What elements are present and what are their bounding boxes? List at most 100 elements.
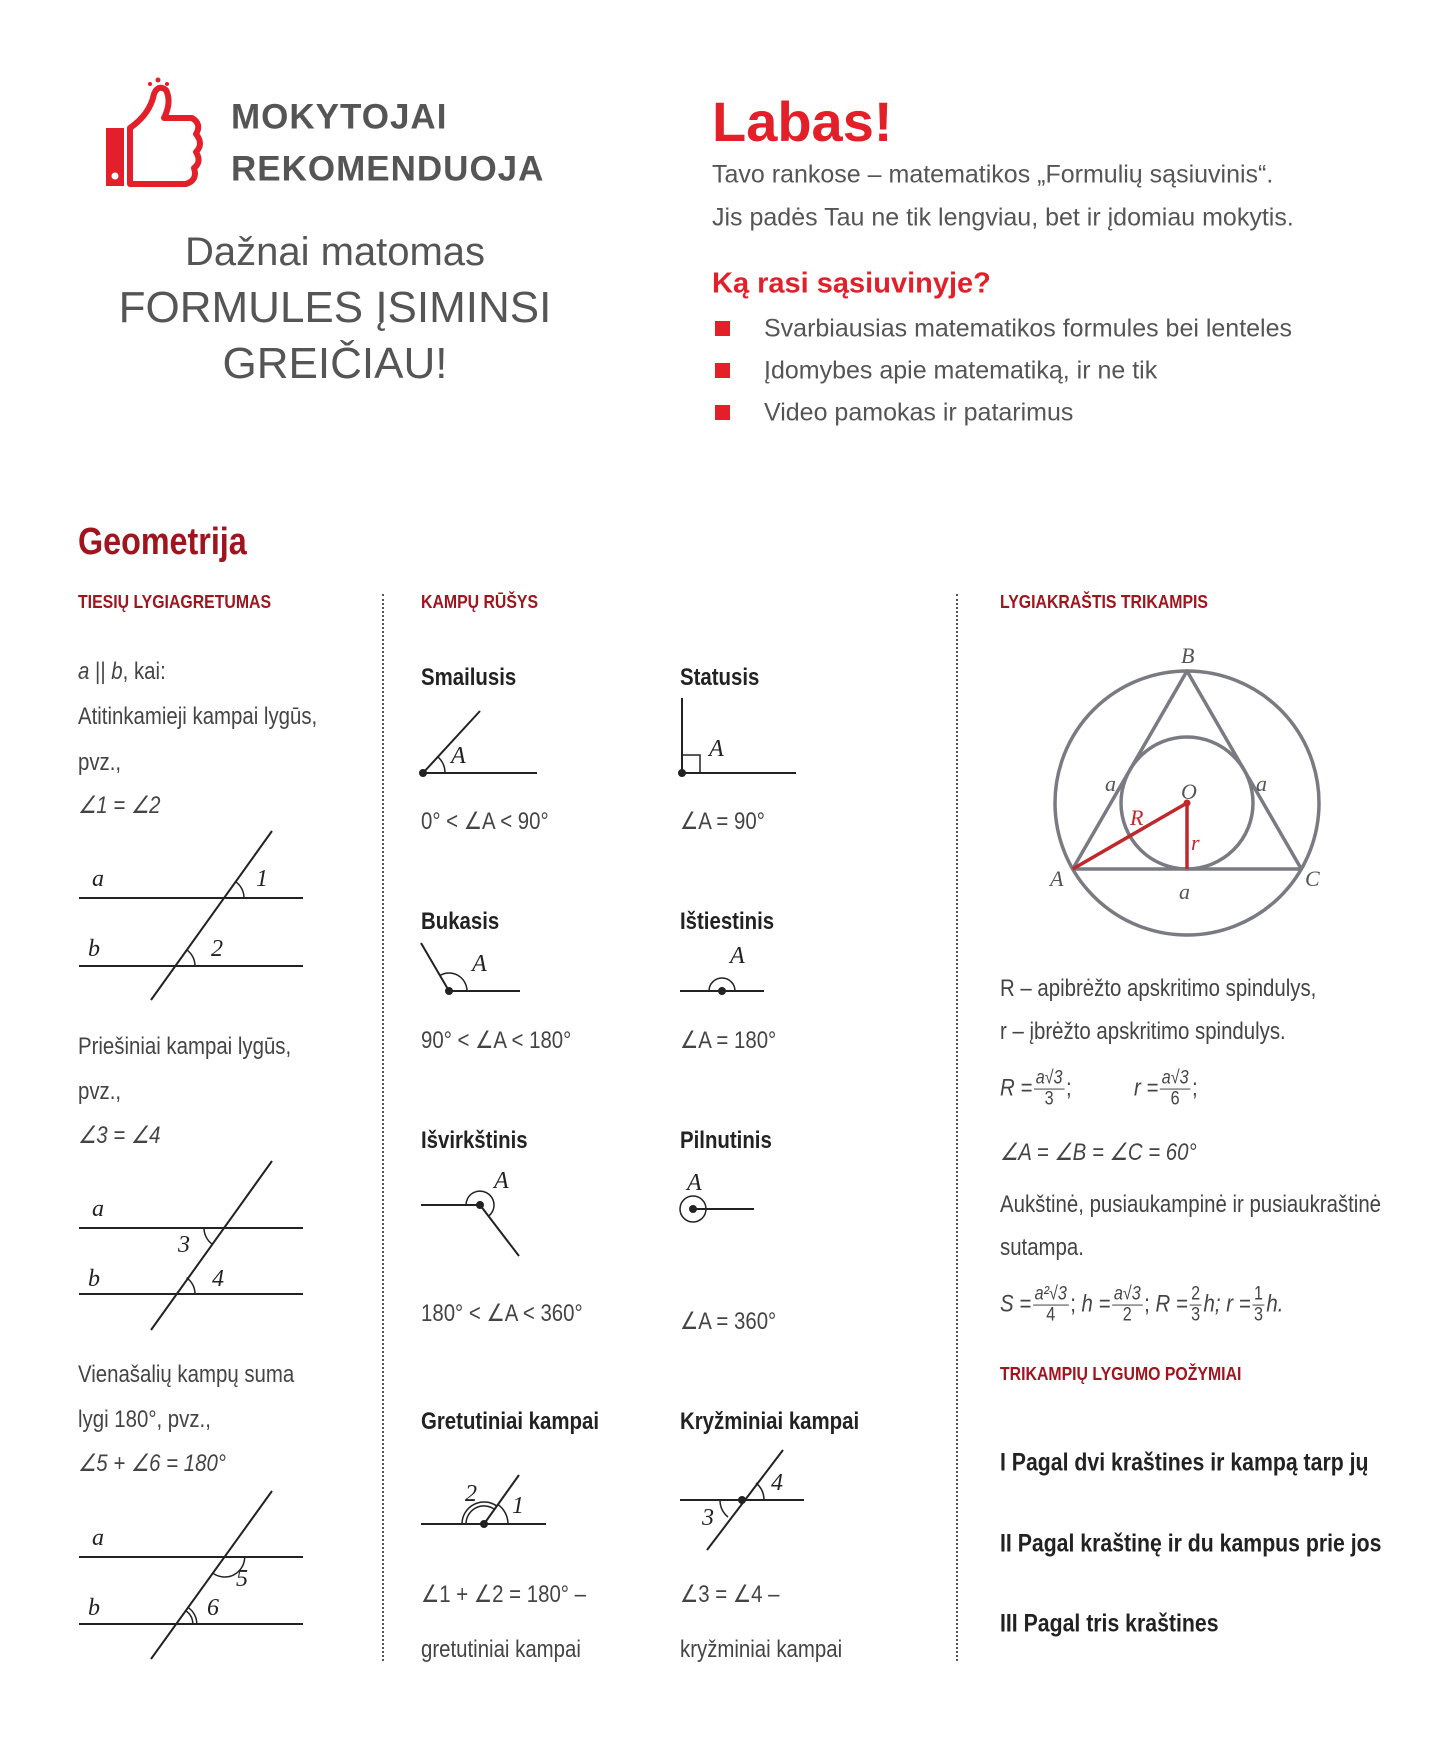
parallel-condition: a || b, kai:: [78, 658, 166, 685]
logo-line2: REKOMENDUOJA: [231, 149, 545, 189]
side-label: a: [1105, 771, 1116, 796]
side-label: a: [1179, 879, 1190, 904]
angle-types-heading: KAMPŲ RŪŠYS: [421, 592, 539, 612]
vertical-formula: ∠3 = ∠4 –: [680, 1581, 780, 1608]
vertex-label: A: [449, 743, 466, 769]
angle-name: Išvirkštinis: [421, 1127, 528, 1154]
adjacent-angles-diagram: [421, 1474, 546, 1528]
angle-name: Bukasis: [421, 908, 500, 935]
angle-formula: ∠A = 90°: [680, 808, 765, 835]
column-divider: [382, 594, 384, 1661]
thumbs-up-icon: [106, 77, 203, 187]
angle-label: 5: [236, 1566, 248, 1592]
vertex-label: A: [707, 736, 724, 762]
full-angle-diagram: [679, 1195, 754, 1223]
angle-label: 1: [512, 1493, 524, 1519]
intro-line2: Jis padės Tau ne tik lengviau, bet ir įd…: [712, 203, 1294, 232]
inradius-label: r: [1191, 830, 1200, 855]
angle-label: 4: [212, 1266, 224, 1292]
line-label-a: a: [92, 866, 104, 892]
column-divider: [956, 594, 958, 1661]
angle-label: 2: [211, 936, 223, 962]
vertex-label-c: C: [1305, 866, 1320, 891]
equilateral-heading: LYGIAKRAŠTIS TRIKAMPIS: [1000, 592, 1208, 612]
slogan-line2: FORMULES ĮSIMINSI: [118, 283, 552, 332]
center-label: O: [1181, 779, 1197, 804]
angle-formula: 0° < ∠A < 90°: [421, 808, 549, 835]
line-label-a: a: [92, 1525, 104, 1551]
note-coincide: Aukštinė, pusiaukampinė ir pusiaukraštin…: [1000, 1191, 1382, 1218]
parallel-heading: TIESIŲ LYGIAGRETUMAS: [78, 592, 272, 612]
angle-name: Statusis: [680, 664, 760, 691]
slogan-line3: GREIČIAU!: [222, 339, 448, 388]
criterion-sss: III Pagal tris kraštines: [1000, 1609, 1219, 1638]
side-label: a: [1256, 771, 1267, 796]
rule-cointerior: Vienašalių kampų suma: [78, 1361, 295, 1388]
line-label-b: b: [88, 936, 100, 962]
vertex-label: A: [685, 1170, 702, 1196]
angle-label: 1: [256, 866, 268, 892]
intro-line1: Tavo rankose – matematikos „Formulių sąs…: [712, 160, 1274, 189]
congruence-heading: TRIKAMPIŲ LYGUMO POŽYMIAI: [1000, 1364, 1242, 1384]
bullet-square-icon: [715, 405, 730, 420]
bullet-item: Svarbiausias matematikos formules bei le…: [764, 314, 1293, 343]
vertex-label-a: A: [1048, 866, 1064, 891]
angle-formula: 180° < ∠A < 360°: [421, 1300, 583, 1327]
equilateral-diagram: B A C a a a O R r: [1048, 643, 1321, 937]
angle-label: 6: [207, 1595, 219, 1621]
angle-formula: ∠A = 360°: [680, 1308, 777, 1335]
vertex-label: A: [492, 1168, 509, 1194]
bullet-item: Įdomybes apie matematiką, ir ne tik: [764, 356, 1158, 385]
bullet-square-icon: [715, 363, 730, 378]
parallel-diagram-alternate: [79, 1160, 303, 1331]
vertex-label-b: B: [1181, 643, 1194, 668]
vertex-label: A: [470, 951, 487, 977]
vertical-angles-diagram: [680, 1449, 804, 1551]
parallel-diagram-corresponding: [79, 830, 303, 1001]
note-coincide-b: sutampa.: [1000, 1234, 1084, 1261]
vertical-note: kryžminiai kampai: [680, 1636, 843, 1663]
logo-line1: MOKYTOJAI: [231, 97, 448, 137]
section-title: Geometrija: [78, 521, 247, 563]
angle-label: 3: [177, 1232, 190, 1258]
angle-label: 3: [701, 1505, 714, 1531]
line-label-a: a: [92, 1196, 104, 1222]
rule-alternate: Priešiniai kampai lygūs,: [78, 1033, 292, 1060]
greeting: Labas!: [712, 90, 893, 153]
criterion-asa: II Pagal kraštinę ir du kampus prie jos: [1000, 1529, 1382, 1558]
bullet-square-icon: [715, 321, 730, 336]
vertex-label: A: [728, 943, 745, 969]
angle-label: 2: [465, 1481, 477, 1507]
angle-label: 4: [771, 1470, 783, 1496]
angle-formula: ∠A = 180°: [680, 1027, 777, 1054]
vertical-name: Kryžminiai kampai: [680, 1408, 860, 1435]
formula-radii: R = a√3 3; r = a√3 6;: [1000, 1067, 1198, 1110]
formula-alternate: ∠3 = ∠4: [78, 1122, 161, 1149]
rule-corresponding: Atitinkamieji kampai lygūs,: [78, 703, 318, 730]
formula-area-height: S = a²√3 4; h = a√3 2; R = 2 3 h; r = 1 3 h.: [1000, 1283, 1284, 1326]
formula-cointerior: ∠5 + ∠6 = 180°: [78, 1450, 226, 1477]
parallel-diagram-cointerior: [79, 1490, 303, 1660]
question-heading: Ką rasi sąsiuvinyje?: [712, 267, 991, 300]
acute-angle-diagram: [419, 710, 537, 777]
adjacent-note: gretutiniai kampai: [421, 1636, 581, 1663]
circumradius-label: R: [1129, 805, 1144, 830]
def-inradius: r – įbrėžto apskritimo spindulys.: [1000, 1018, 1286, 1045]
straight-angle-diagram: [680, 977, 764, 995]
bullet-item: Video pamokas ir patarimus: [764, 398, 1074, 427]
def-circumradius: R – apibrėžto apskritimo spindulys,: [1000, 975, 1317, 1002]
criterion-sas: I Pagal dvi kraštines ir kampą tarp jų: [1000, 1448, 1369, 1477]
formula-angles: ∠A = ∠B = ∠C = 60°: [1000, 1139, 1197, 1166]
example-label: pvz.,: [78, 1078, 122, 1105]
slogan-line1: Dažnai matomas: [184, 230, 486, 274]
adjacent-formula: ∠1 + ∠2 = 180° –: [421, 1581, 586, 1608]
right-angle-diagram: [678, 698, 796, 777]
angle-formula: 90° < ∠A < 180°: [421, 1027, 572, 1054]
rule-cointerior-b: lygi 180°, pvz.,: [78, 1406, 211, 1433]
obtuse-angle-diagram: [420, 942, 520, 995]
example-label: pvz.,: [78, 749, 122, 776]
angle-name: Smailusis: [421, 664, 517, 691]
reflex-angle-diagram: [421, 1190, 520, 1257]
